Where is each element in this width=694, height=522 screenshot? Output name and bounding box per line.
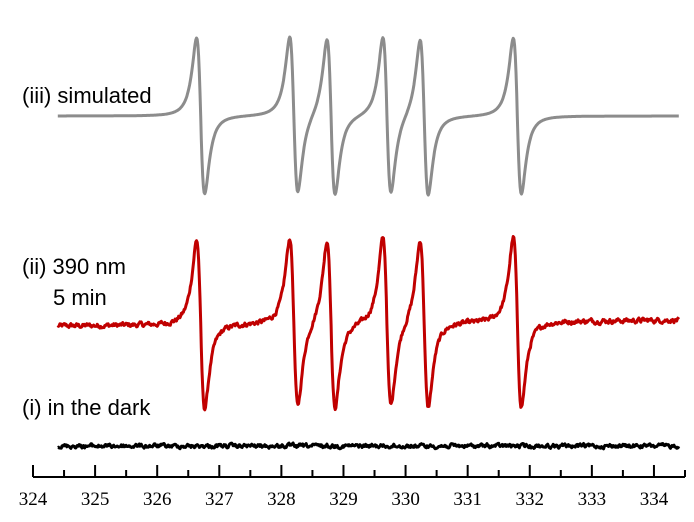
series-line-2 [56, 235, 681, 412]
x-tick-label: 334 [640, 489, 669, 510]
x-tick-label: 325 [81, 489, 110, 510]
x-tick-label: 329 [329, 489, 358, 510]
series-label-simulated: (iii) simulated [22, 83, 152, 108]
x-tick-label: 330 [391, 489, 420, 510]
x-axis: 324 325 326 327 328 329 330 331 332 333 334 [19, 465, 686, 510]
x-tick-label: 333 [578, 489, 607, 510]
series-label-390nm-line1: (ii) 390 nm [22, 254, 126, 279]
x-tick-label: 324 [19, 489, 48, 510]
x-tick-label: 332 [516, 489, 545, 510]
series-layer [56, 35, 681, 451]
x-tick-label: 327 [205, 489, 234, 510]
series-line-1 [57, 35, 680, 197]
x-tick-label: 331 [453, 489, 482, 510]
x-tick-label: 328 [267, 489, 296, 510]
series-line-3 [57, 441, 681, 451]
series-label-dark: (i) in the dark [22, 395, 151, 420]
x-tick-label: 326 [143, 489, 172, 510]
series-label-390nm-line2: 5 min [53, 285, 107, 310]
